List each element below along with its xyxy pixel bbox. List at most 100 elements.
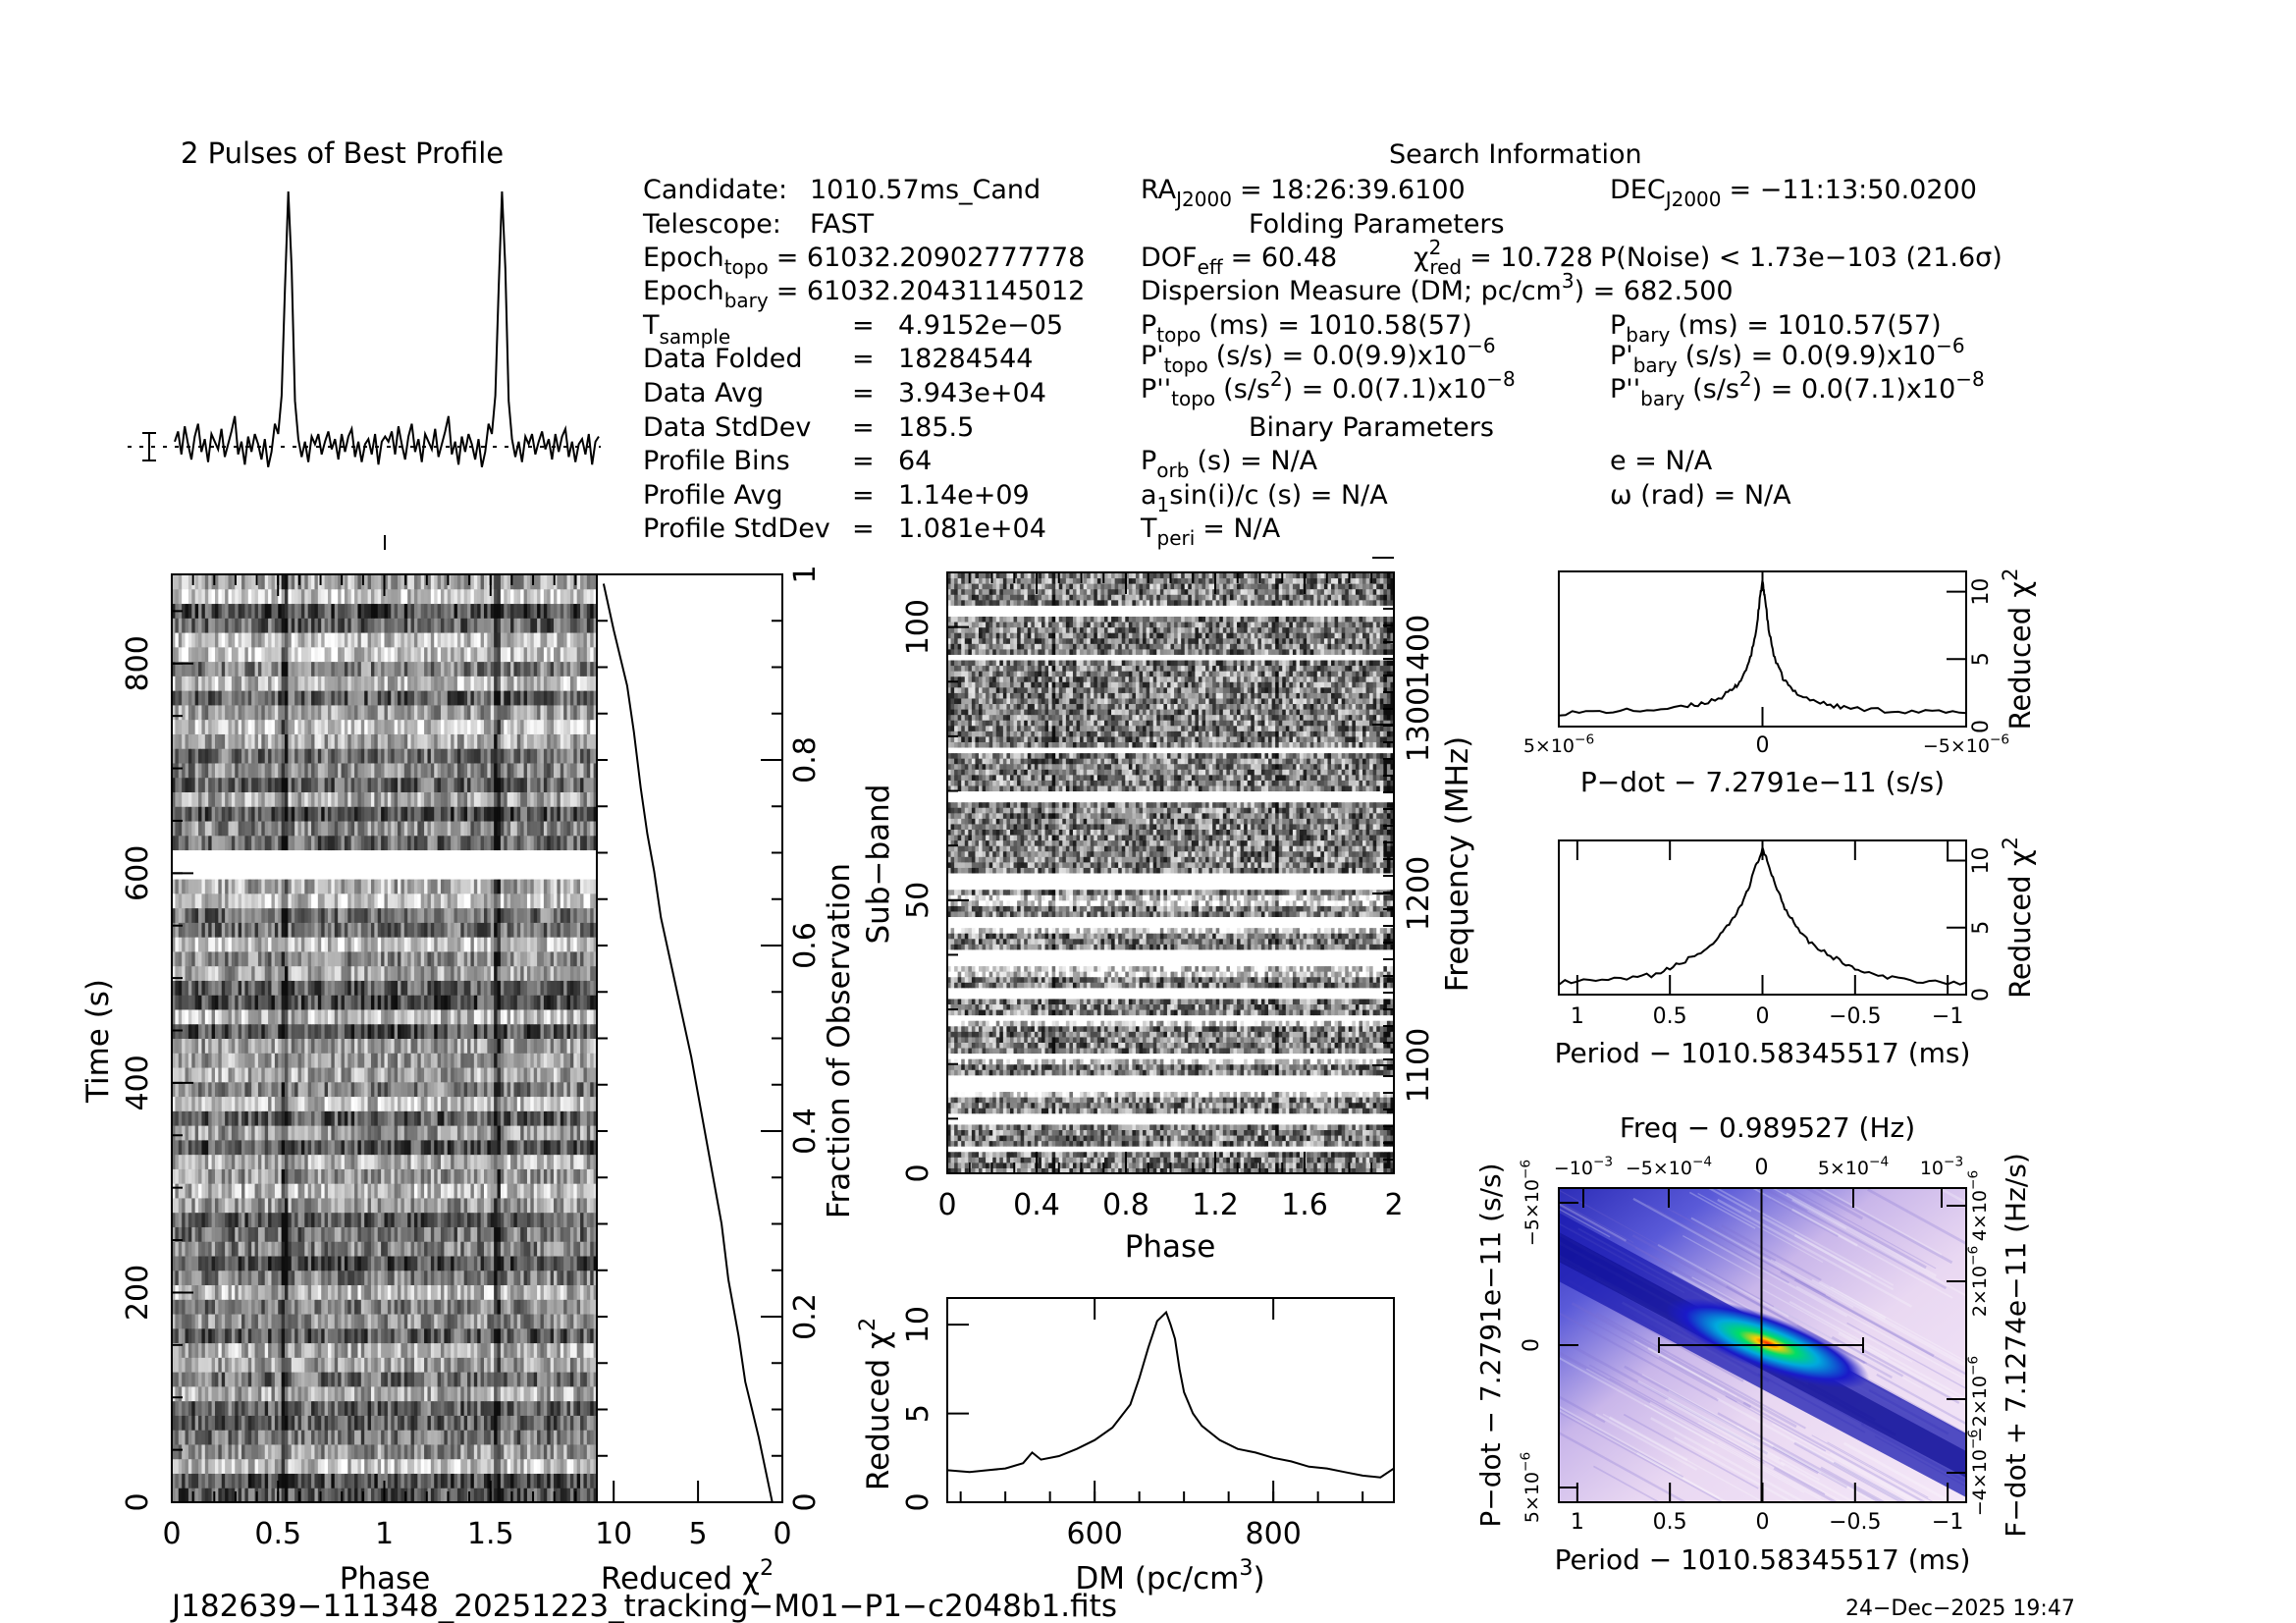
heatmap-cell [467,1154,471,1169]
heatmap-cell [218,1357,223,1373]
heatmap-cell [576,1400,581,1416]
heatmap-cell [214,1125,219,1141]
heatmap-cell [410,1488,415,1503]
heatmap-cell [583,1400,588,1416]
heatmap-cell [354,1327,358,1344]
heatmap-cell [344,980,348,996]
heatmap-cell [497,1255,502,1271]
heatmap-cell [387,937,392,952]
heatmap-cell [251,995,256,1010]
heatmap-cell [321,937,326,952]
heatmap-cell [490,1067,495,1083]
heatmap-cell [307,980,312,996]
heatmap-cell [198,1342,202,1358]
heatmap-cell [520,1270,525,1286]
heatmap-cell [357,995,362,1010]
tsample-eq: = [852,310,875,341]
heatmap-cell [307,1139,312,1156]
heatmap-cell [194,1284,199,1300]
heatmap-cell [497,1023,502,1039]
heatmap-cell [500,1284,505,1300]
heatmap-cell [554,1154,558,1169]
heatmap-cell [185,1212,189,1227]
heatmap-cell [391,1299,396,1315]
heatmap-cell [321,1415,326,1431]
heatmap-cell [494,1096,499,1111]
heatmap-cell [410,1038,415,1054]
heatmap-cell [420,1357,425,1373]
heatmap-cell [185,1488,189,1503]
heatmap-cell [487,1096,492,1111]
heatmap-cell [341,1038,346,1054]
heatmap-cell [344,1154,348,1169]
heatmap-cell [487,1038,492,1054]
heatmap-cell [526,1342,531,1358]
heatmap-cell [463,1443,468,1460]
heatmap-cell [523,1488,528,1503]
heatmap-cell [317,1154,322,1169]
heatmap-cell [500,1067,505,1083]
heatmap-cell [191,1255,196,1271]
heatmap-cell [573,1197,578,1214]
heatmap-cell [264,1342,269,1358]
heatmap-cell [324,1154,329,1169]
heatmap-cell [175,1110,180,1126]
heatmap-cell [533,965,538,981]
heatmap-cell [235,1023,240,1039]
heatmap-cell [398,1212,401,1227]
heatmap-cell [434,950,439,967]
heatmap-cell [307,1067,312,1083]
heatmap-cell [473,1110,478,1126]
heatmap-cell [530,1241,535,1257]
heatmap-cell [387,1327,392,1344]
heatmap-cell [434,1357,439,1373]
heatmap-cell [367,1226,372,1242]
heatmap-cell [400,1241,405,1257]
heatmap-cell [424,1400,428,1416]
heatmap-cell [586,1488,591,1503]
heatmap-cell [208,1241,213,1257]
heatmap-cell [311,1270,315,1286]
heatmap-cell [447,1226,452,1242]
heatmap-cell [510,1299,514,1315]
heatmap-cell [586,1241,591,1257]
heatmap-cell [454,980,458,996]
heatmap-cell [360,1357,365,1373]
heatmap-cell [394,1197,399,1214]
heatmap-cell [537,950,541,967]
heatmap-cell [178,1473,183,1488]
heatmap-cell [451,1125,455,1141]
heatmap-cell [288,1458,293,1474]
heatmap-cell [497,1357,502,1373]
dispersion-measure: Dispersion Measure (DM; pc/cm3) = 682.50… [1141,269,1734,306]
heatmap-cell [178,1139,183,1156]
heatmap-cell [198,937,202,952]
heatmap-cell [477,1299,482,1315]
heatmap-cell [327,1197,332,1214]
heatmap-cell [413,1183,418,1199]
heatmap-cell [513,1342,518,1358]
heatmap-cell [364,950,369,967]
heatmap-cell [314,1053,319,1068]
heatmap-cell [204,1226,209,1242]
heatmap-cell [218,1372,223,1387]
heatmap-cell [447,1372,452,1387]
heatmap-cell [451,1053,455,1068]
heatmap-cell [543,1342,548,1358]
heatmap-cell [563,1212,568,1227]
heatmap-cell [198,1400,202,1416]
heatmap-cell [307,1081,312,1098]
heatmap-cell [394,965,399,981]
heatmap-cell [447,1458,452,1474]
heatmap-cell [364,1197,369,1214]
heatmap-cell [198,1255,202,1271]
heatmap-cell [257,1241,262,1257]
heatmap-cell [285,1023,289,1039]
heatmap-cell [483,965,488,981]
heatmap-cell [317,950,322,967]
heatmap-cell [447,1183,452,1199]
heatmap-cell [593,1255,598,1271]
heatmap-cell [344,1255,348,1271]
heatmap-cell [198,965,202,981]
heatmap-cell [480,1197,485,1214]
